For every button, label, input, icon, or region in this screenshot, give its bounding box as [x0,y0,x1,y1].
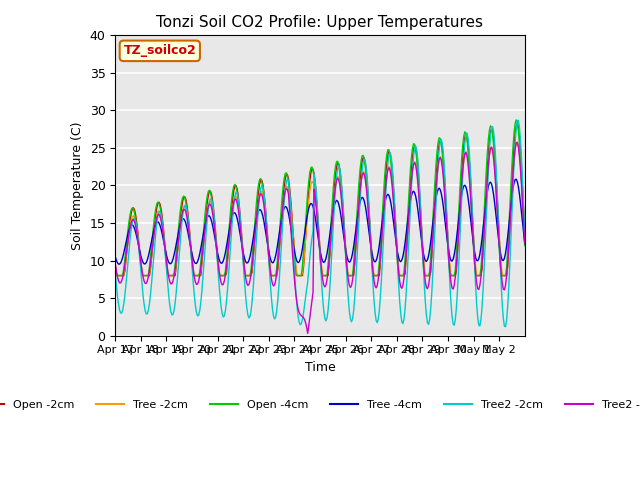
Y-axis label: Soil Temperature (C): Soil Temperature (C) [71,121,84,250]
Title: Tonzi Soil CO2 Profile: Upper Temperatures: Tonzi Soil CO2 Profile: Upper Temperatur… [157,15,483,30]
X-axis label: Time: Time [305,361,335,374]
Text: TZ_soilco2: TZ_soilco2 [124,44,196,57]
Legend: Open -2cm, Tree -2cm, Open -4cm, Tree -4cm, Tree2 -2cm, Tree2 -4cm: Open -2cm, Tree -2cm, Open -4cm, Tree -4… [0,395,640,414]
